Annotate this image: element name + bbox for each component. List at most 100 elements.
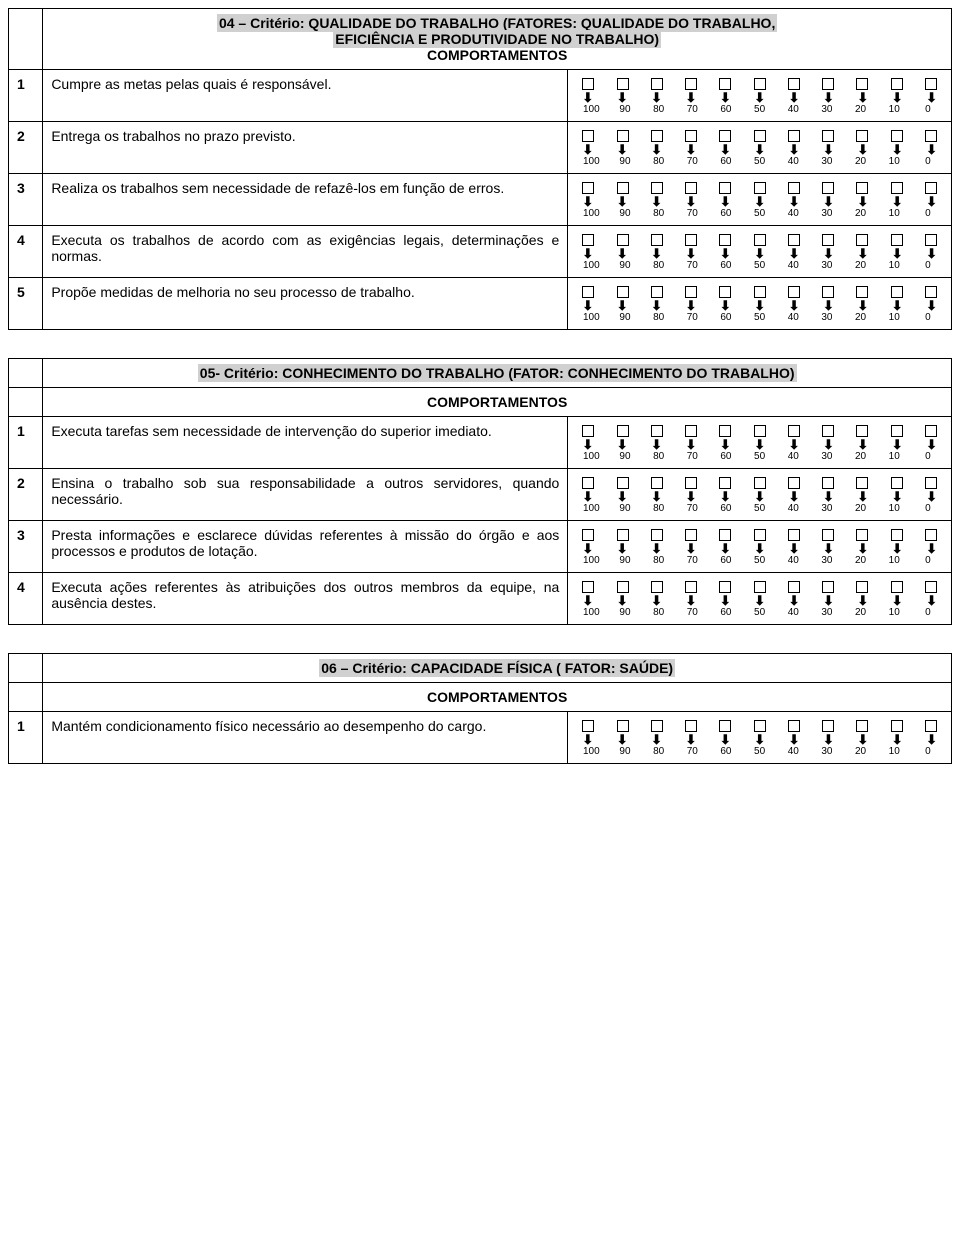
rating-checkbox[interactable] [651,182,663,194]
rating-checkbox[interactable] [856,477,868,489]
rating-checkbox[interactable] [891,182,903,194]
rating-checkbox[interactable] [822,78,834,90]
rating-checkbox[interactable] [617,130,629,142]
rating-checkbox[interactable] [582,286,594,298]
rating-checkbox[interactable] [685,234,697,246]
rating-checkbox[interactable] [582,529,594,541]
rating-checkbox[interactable] [925,182,937,194]
rating-checkbox[interactable] [719,182,731,194]
rating-checkbox[interactable] [651,477,663,489]
rating-checkbox[interactable] [754,234,766,246]
rating-checkbox[interactable] [788,130,800,142]
rating-checkbox[interactable] [925,477,937,489]
rating-checkbox[interactable] [856,529,868,541]
rating-checkbox[interactable] [788,720,800,732]
rating-checkbox[interactable] [754,130,766,142]
rating-checkbox[interactable] [822,286,834,298]
rating-checkbox[interactable] [582,182,594,194]
rating-checkbox[interactable] [582,477,594,489]
rating-checkbox[interactable] [719,720,731,732]
rating-checkbox[interactable] [822,425,834,437]
rating-checkbox[interactable] [856,182,868,194]
rating-checkbox[interactable] [719,286,731,298]
rating-checkbox[interactable] [582,425,594,437]
rating-checkbox[interactable] [856,581,868,593]
rating-checkbox[interactable] [822,477,834,489]
rating-checkbox[interactable] [685,130,697,142]
rating-checkbox[interactable] [925,529,937,541]
rating-checkbox[interactable] [754,529,766,541]
rating-checkbox[interactable] [891,425,903,437]
rating-checkbox[interactable] [719,130,731,142]
rating-checkbox[interactable] [617,286,629,298]
rating-checkbox[interactable] [822,581,834,593]
rating-checkbox[interactable] [651,234,663,246]
rating-checkbox[interactable] [685,78,697,90]
rating-checkbox[interactable] [925,234,937,246]
rating-checkbox[interactable] [754,581,766,593]
rating-checkbox[interactable] [651,529,663,541]
rating-checkbox[interactable] [925,286,937,298]
rating-checkbox[interactable] [788,477,800,489]
rating-checkbox[interactable] [617,720,629,732]
rating-checkbox[interactable] [925,581,937,593]
rating-checkbox[interactable] [719,529,731,541]
rating-checkbox[interactable] [822,529,834,541]
rating-checkbox[interactable] [788,425,800,437]
rating-checkbox[interactable] [582,78,594,90]
rating-checkbox[interactable] [685,286,697,298]
rating-checkbox[interactable] [788,78,800,90]
rating-checkbox[interactable] [651,286,663,298]
rating-checkbox[interactable] [617,529,629,541]
rating-checkbox[interactable] [754,477,766,489]
rating-checkbox[interactable] [617,477,629,489]
rating-checkbox[interactable] [856,130,868,142]
rating-checkbox[interactable] [925,130,937,142]
rating-checkbox[interactable] [685,529,697,541]
rating-checkbox[interactable] [891,286,903,298]
rating-checkbox[interactable] [891,720,903,732]
rating-checkbox[interactable] [617,581,629,593]
rating-checkbox[interactable] [891,234,903,246]
rating-checkbox[interactable] [856,720,868,732]
rating-checkbox[interactable] [685,581,697,593]
rating-checkbox[interactable] [651,720,663,732]
rating-checkbox[interactable] [891,130,903,142]
rating-checkbox[interactable] [788,234,800,246]
rating-checkbox[interactable] [925,78,937,90]
rating-checkbox[interactable] [856,234,868,246]
rating-checkbox[interactable] [891,78,903,90]
rating-checkbox[interactable] [582,720,594,732]
rating-checkbox[interactable] [617,425,629,437]
rating-checkbox[interactable] [617,234,629,246]
rating-checkbox[interactable] [822,234,834,246]
rating-checkbox[interactable] [617,78,629,90]
rating-checkbox[interactable] [754,286,766,298]
rating-checkbox[interactable] [788,182,800,194]
rating-checkbox[interactable] [754,720,766,732]
rating-checkbox[interactable] [856,286,868,298]
rating-checkbox[interactable] [754,78,766,90]
rating-checkbox[interactable] [822,720,834,732]
rating-checkbox[interactable] [788,529,800,541]
rating-checkbox[interactable] [582,581,594,593]
rating-checkbox[interactable] [822,182,834,194]
rating-checkbox[interactable] [685,477,697,489]
rating-checkbox[interactable] [856,78,868,90]
rating-checkbox[interactable] [685,720,697,732]
rating-checkbox[interactable] [719,234,731,246]
rating-checkbox[interactable] [891,581,903,593]
rating-checkbox[interactable] [651,581,663,593]
rating-checkbox[interactable] [891,529,903,541]
rating-checkbox[interactable] [788,286,800,298]
rating-checkbox[interactable] [685,425,697,437]
rating-checkbox[interactable] [754,182,766,194]
rating-checkbox[interactable] [582,130,594,142]
rating-checkbox[interactable] [788,581,800,593]
rating-checkbox[interactable] [822,130,834,142]
rating-checkbox[interactable] [754,425,766,437]
rating-checkbox[interactable] [651,78,663,90]
rating-checkbox[interactable] [719,425,731,437]
rating-checkbox[interactable] [617,182,629,194]
rating-checkbox[interactable] [582,234,594,246]
